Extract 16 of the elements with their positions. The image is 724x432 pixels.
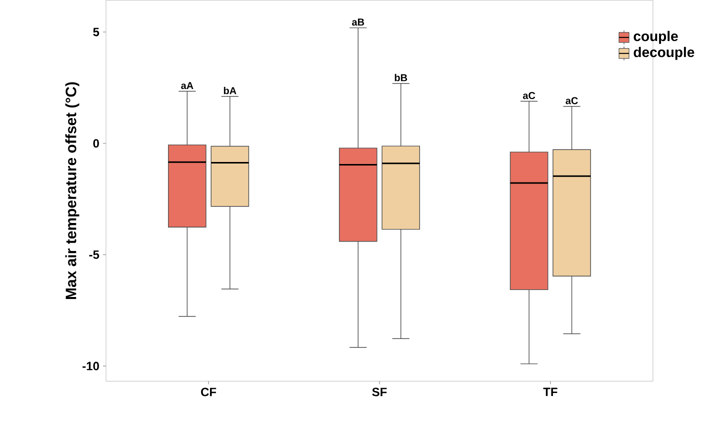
annotation: bA xyxy=(224,86,236,94)
y-tick-label: 0 xyxy=(93,138,99,148)
x-tick-label: SF xyxy=(372,388,387,396)
annotation: aB xyxy=(352,18,364,26)
annotation: aC xyxy=(522,92,536,99)
y-tick-label: -10 xyxy=(82,362,99,370)
y-tick-label: -5 xyxy=(89,250,100,259)
legend-label: couple xyxy=(634,30,678,44)
x-tick-label: CF xyxy=(201,388,216,396)
annotation: bB xyxy=(394,74,408,82)
x-tick-label: TF xyxy=(543,388,558,396)
y-tick-label: 5 xyxy=(93,28,100,36)
legend-label: decouple xyxy=(634,46,694,60)
annotation: aC xyxy=(566,96,578,104)
y-axis-title: Max air temperature offset (°C) xyxy=(65,82,80,299)
annotation: aA xyxy=(181,82,194,89)
